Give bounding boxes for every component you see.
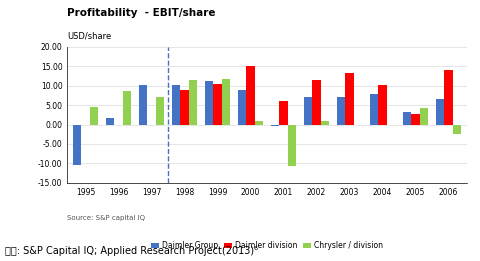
Bar	[172, 85, 180, 124]
Bar	[254, 121, 262, 124]
Bar	[312, 80, 320, 124]
Bar	[369, 94, 378, 124]
Bar	[122, 91, 131, 124]
Bar	[89, 107, 97, 124]
Bar	[279, 101, 287, 124]
Bar	[213, 84, 221, 124]
Bar	[336, 97, 345, 124]
Bar	[320, 121, 328, 124]
Bar	[221, 79, 229, 124]
Bar	[246, 66, 254, 124]
Text: Profitability  - EBIT/share: Profitability - EBIT/share	[67, 8, 216, 18]
Bar	[378, 85, 386, 124]
Bar	[188, 80, 196, 124]
Bar	[155, 97, 164, 124]
Legend: Daimler Group, Daimler division, Chrysler / division: Daimler Group, Daimler division, Chrysle…	[148, 238, 385, 253]
Bar	[402, 112, 410, 124]
Bar	[419, 108, 427, 124]
Bar	[73, 124, 81, 165]
Text: 자료: S&P Capital IQ; Applied Research Project(2013)⁶: 자료: S&P Capital IQ; Applied Research Pro…	[5, 246, 257, 256]
Bar	[345, 73, 353, 124]
Text: USD/share: USD/share	[67, 31, 111, 40]
Bar	[106, 117, 114, 124]
Bar	[435, 99, 444, 124]
Bar	[452, 124, 460, 134]
Bar	[139, 85, 147, 124]
Text: Source: S&P capital IQ: Source: S&P capital IQ	[67, 215, 145, 221]
Bar	[180, 90, 188, 124]
Bar	[303, 97, 312, 124]
Bar	[204, 81, 213, 124]
Bar	[271, 124, 279, 127]
Bar	[410, 114, 419, 124]
Bar	[287, 124, 295, 167]
Bar	[238, 90, 246, 124]
Bar	[444, 70, 452, 124]
